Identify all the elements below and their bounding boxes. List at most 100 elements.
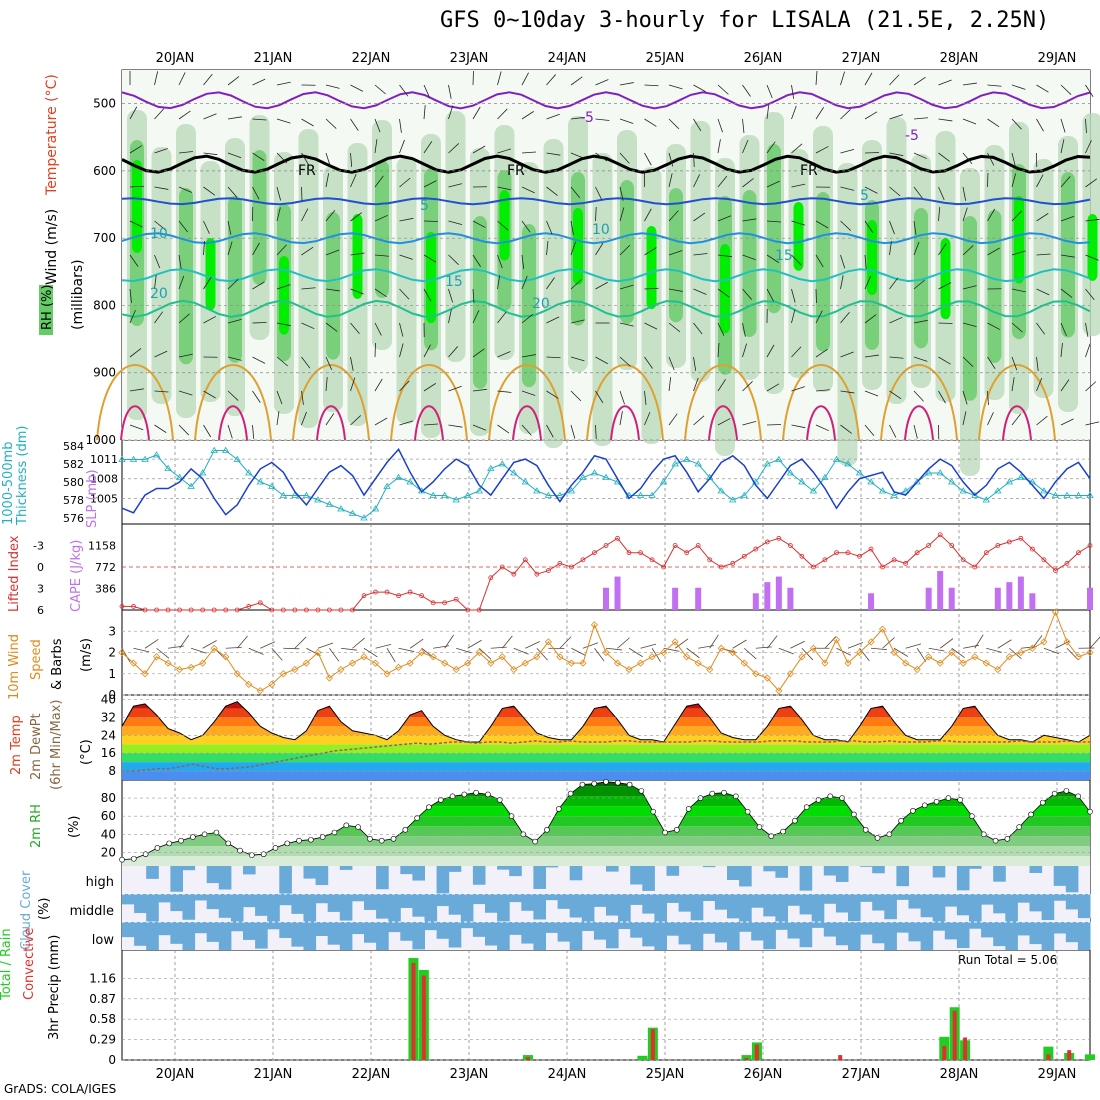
wind-barb (448, 424, 463, 428)
wind-barb (815, 424, 829, 432)
temp-tick-label: 40 (101, 692, 116, 706)
rh-point (343, 822, 350, 829)
precip-tick-label: 0.87 (89, 992, 116, 1006)
thickness-point (268, 482, 276, 489)
wind-barb (570, 152, 585, 159)
wind-barb (1011, 250, 1026, 256)
wind-barb (1036, 288, 1050, 296)
temp-label-a: 2m Temp (9, 715, 24, 775)
wind-barb (154, 311, 164, 324)
wind-barb (546, 220, 553, 235)
lifted-index-point (753, 546, 759, 552)
thickness-point (590, 469, 599, 476)
wind-barb (399, 420, 414, 426)
date-bottom-label: 23JAN (450, 1067, 489, 1082)
cloud-bar (521, 922, 534, 944)
surface-wind-barb (398, 647, 415, 652)
rh-band-dark (867, 220, 877, 295)
precip-convective-bar (1046, 1054, 1051, 1060)
surface-wind-barb (363, 647, 378, 658)
wind-barb (227, 152, 242, 159)
wind-speed-point (314, 648, 322, 657)
cloud-bar (630, 922, 643, 938)
rh-point (378, 837, 385, 844)
rh-point (957, 797, 963, 803)
thickness-point (809, 487, 818, 494)
cloud-bar (920, 922, 934, 950)
wind-barb (350, 84, 364, 92)
lifted-index-point (350, 607, 355, 613)
lifted-index-point (131, 604, 136, 609)
wind-barb (423, 383, 436, 392)
cloud-bar (243, 922, 256, 940)
wind-barb (742, 118, 745, 133)
cloud-bar (654, 894, 667, 922)
rh-point (284, 840, 291, 847)
wind-barb (1011, 84, 1026, 90)
rh-band-light (396, 157, 417, 424)
wind-speed-point (395, 663, 403, 671)
lifted-index-line (122, 534, 1091, 611)
cloud-bar (835, 894, 849, 913)
lifted-index-point (1053, 568, 1058, 573)
wind-barb (448, 385, 462, 392)
cloud-bar (969, 866, 982, 869)
precip-total-bar (1043, 1046, 1054, 1060)
cloud-bar (1017, 922, 1030, 936)
wind-speed-point (729, 648, 737, 657)
wind-barb (864, 254, 867, 269)
wind-barb (325, 118, 337, 129)
wind-barb (938, 243, 947, 256)
pressure-tick-label: 600 (93, 164, 116, 178)
wind-barb (301, 208, 309, 222)
lifted-index-point (764, 539, 770, 545)
lifted-tick-label: 3 (37, 583, 44, 596)
wind-barb (252, 281, 265, 290)
lifted-index-point (315, 607, 321, 613)
cloud-bar (146, 894, 159, 922)
cloud-bar (472, 866, 486, 885)
cloud-bar (739, 866, 752, 887)
wind-barb (717, 84, 729, 95)
wind-barb (693, 152, 695, 168)
thickness-point (279, 491, 288, 498)
wind-barb (227, 278, 239, 290)
wind-speed-point (360, 653, 368, 661)
cloud-bar (497, 894, 510, 922)
surface-wind-barb (709, 634, 719, 649)
cloud-bar (206, 894, 220, 910)
date-top-label: 22JAN (352, 51, 391, 66)
wind-barb (1036, 213, 1049, 222)
wind-barb (840, 351, 854, 358)
wind-barb (889, 356, 904, 359)
temp-band (122, 735, 1090, 745)
wind-speed-point (683, 653, 691, 661)
rh-point (213, 829, 220, 836)
wind-barb (472, 310, 480, 324)
cloud-bar (702, 922, 716, 934)
wind-barb (154, 186, 169, 190)
cloud-bar (182, 894, 196, 920)
wind-barb (252, 424, 255, 439)
cape-bar (603, 587, 609, 610)
cloud-bar (969, 922, 982, 929)
pressure-tick-label: 700 (93, 231, 116, 245)
surface-wind-barb (202, 640, 217, 649)
lifted-index-point (776, 535, 782, 541)
lifted-index-point (834, 550, 839, 556)
isotherm-label: FR (507, 163, 525, 179)
cloud-bar (315, 866, 329, 886)
thickness-point (291, 491, 299, 498)
thickness-point (406, 478, 414, 485)
lifted-index-point (142, 607, 148, 613)
wind-barb (595, 356, 608, 365)
wind-barb (521, 390, 536, 396)
wind-barb (423, 288, 432, 302)
cloud-bar (872, 894, 885, 911)
wind-barb (448, 309, 452, 324)
rh-band-mid (620, 180, 634, 324)
date-top-label: 21JAN (254, 51, 293, 66)
wind-barb (864, 354, 879, 358)
surface-wind-barb (916, 648, 927, 662)
cloud-bar (267, 922, 280, 930)
